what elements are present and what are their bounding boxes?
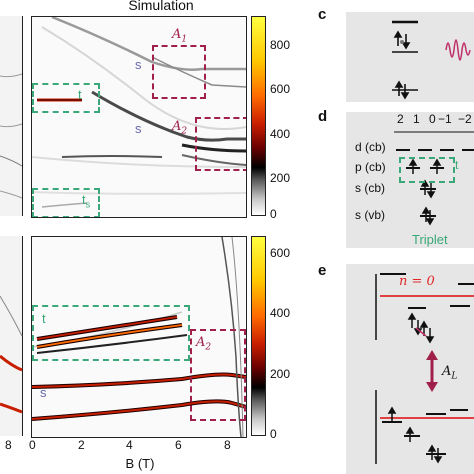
AL-sub: L [451,371,458,382]
triplet-caption: Triplet [412,232,448,247]
label-A2b-sub: 2 [205,342,212,353]
left-neighbor-top-plot [0,16,23,216]
top-plot-traces [32,17,246,208]
label-A2b-main: A [196,335,206,350]
box-A2-top [195,117,246,171]
left-x-tick-8: 8 [5,438,12,452]
colorbar-bottom-tick-200: 200 [270,367,291,381]
x-tick-2: 2 [78,438,85,452]
x-axis-label: B (T) [125,456,155,471]
x-tick-4: 4 [126,438,133,452]
trace-steep-2 [231,237,244,437]
panel-d-tick-0: 0 [429,112,436,126]
panel-d-triplet-box [399,157,455,183]
trace-faint-3 [32,191,246,195]
box-t-bottom [32,305,190,361]
label-s-middle: s [135,121,142,136]
panel-label-d: d [318,108,328,125]
box-A1-top [152,45,206,99]
bottom-plot-traces [32,237,246,437]
label-A2-top: A2 [172,119,187,137]
trace-A2-black-1 [181,143,246,153]
label-ts-sub: s [85,199,91,210]
colorbar-top-tick-0: 0 [270,207,277,221]
panel-d-tick-2: 2 [397,112,404,126]
panel-d-background [346,112,474,248]
colorbar-top-tick-800: 800 [270,38,291,52]
panel-c-background [346,12,474,102]
spin-arrows-e-top [407,312,435,344]
label-t-bottom: t [42,311,46,326]
level-label-p: p (cb) [355,160,386,174]
left-neighbor-top-traces [0,73,23,199]
panel-d-diagram [394,131,474,226]
box-ts-top [32,188,100,217]
label-t-top: t [78,87,82,102]
level-label-s-vb: s (vb) [355,208,385,222]
panel-d-tick-1: 1 [413,112,420,126]
trace-A1-lower [151,56,246,88]
colorbar-bottom [251,236,266,436]
colorbar-top-tick-400: 400 [270,127,291,141]
bottom-simulation-plot: t A2 s [31,236,247,438]
label-A1-top: A1 [172,27,187,45]
AL-label: AL [442,364,457,382]
panel-label-e: e [318,262,327,279]
spin-arrows-e-bottom [387,406,443,464]
x-tick-0: 0 [29,438,36,452]
panel-d-tick-m1: −1 [438,112,452,126]
trace-t-3 [36,334,188,354]
label-A1-main: A [172,27,182,42]
spin-arrows-d [408,158,442,226]
panel-d-tick-m2: −2 [458,112,472,126]
colorbar-top [251,16,266,216]
label-ts-top: ts [82,192,90,210]
n-zero-label: n = 0 [399,274,435,289]
colorbar-bottom-tick-400: 400 [270,306,291,320]
label-s-upper: s [135,57,142,72]
box-t-top [32,83,100,113]
label-A1-sub: 1 [181,34,188,45]
trace-A2-grey [181,154,246,166]
colorbar-bottom-tick-600: 600 [270,246,291,260]
label-s-bottom: s [40,385,47,400]
photon-wave-icon [445,39,471,61]
trace-ts [41,202,88,208]
label-ts-main: t [82,192,86,207]
level-label-s-cb: s (cb) [355,181,385,195]
trace-faint-2 [32,156,246,168]
label-A2-main: A [172,119,182,134]
left-neighbor-bottom-plot [0,236,23,436]
spins-bottom [394,80,410,100]
AL-main: A [442,364,452,379]
trace-lower [61,155,163,158]
trace-faint-1 [41,26,246,130]
transition-arrow-icon [415,327,427,337]
panel-label-c: c [318,6,327,23]
label-A2-bottom: A2 [196,335,211,353]
exciton-spins [393,30,411,50]
left-neighbor-bottom-traces [0,295,23,414]
simulation-title: Simulation [128,0,194,13]
x-tick-6: 6 [175,438,182,452]
trace-s-upper [51,17,246,71]
colorbar-top-tick-200: 200 [270,171,291,185]
panel-e-diagram [375,273,474,464]
panel-d-t-label: t [455,158,459,172]
trace-steep-1 [221,237,242,437]
trace-s-middle [91,90,246,142]
level-label-d: d (cb) [355,140,386,154]
label-A2-sub: 2 [181,126,188,137]
x-tick-8: 8 [224,438,231,452]
top-simulation-plot: t ts A1 A2 s s [31,16,247,218]
colorbar-top-tick-600: 600 [270,82,291,96]
box-A2-bottom [190,329,246,421]
colorbar-bottom-tick-0: 0 [270,427,277,441]
panel-c-diagram [392,20,471,100]
